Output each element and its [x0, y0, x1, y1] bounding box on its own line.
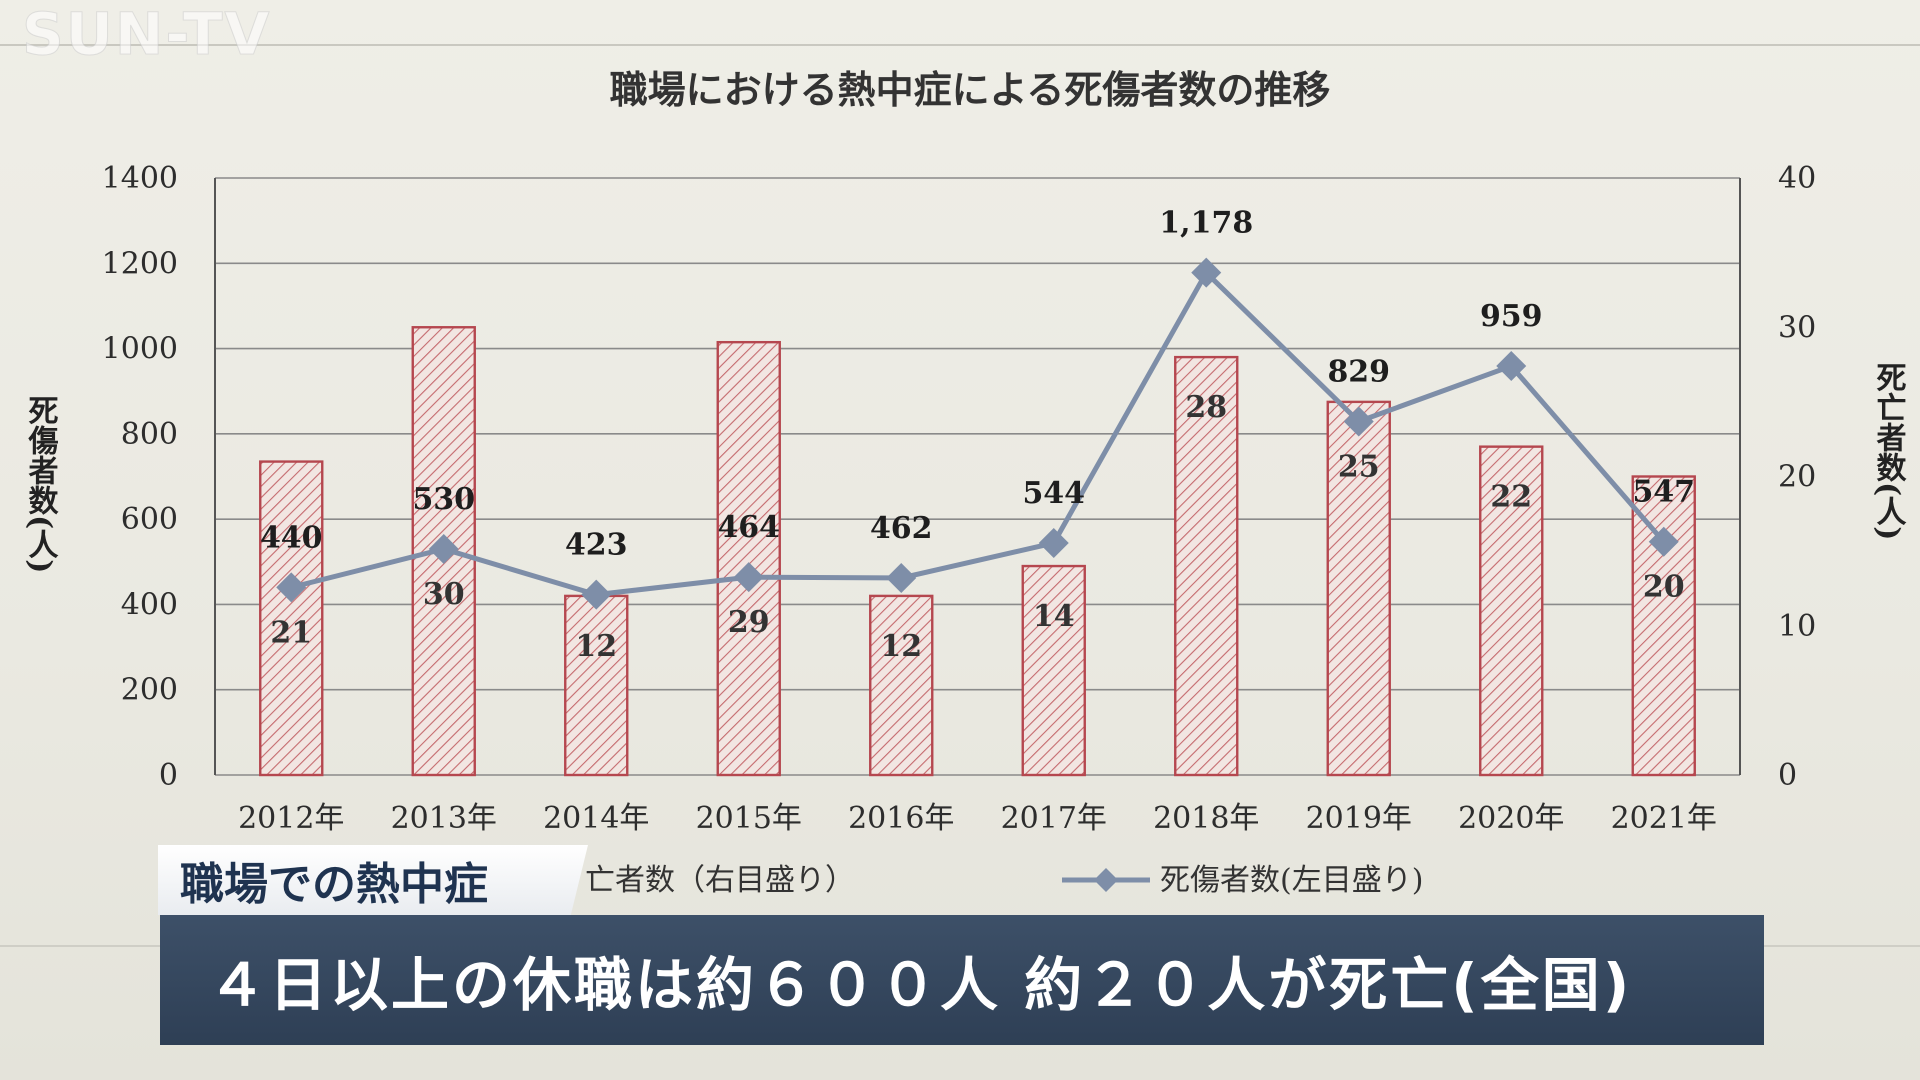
top-rule-line: [0, 44, 1920, 46]
bar-data-label: 14: [1033, 599, 1075, 634]
bar: [1021, 564, 1086, 777]
data-labels: 440 530 423 464 462 544 1,178 829 959 547 21 30 12 29…: [260, 206, 1695, 664]
bar-data-label: 20: [1643, 570, 1685, 605]
bar: [1479, 445, 1544, 777]
axes: 0 200 400 600 800 1000 1200 1400 0 10 20 30 40 死傷者数(人…: [23, 161, 1907, 836]
line-marker: [733, 562, 764, 593]
chart-title: 職場における熱中症による死傷者数の推移: [610, 67, 1331, 112]
bars: [259, 326, 1696, 777]
x-tick-label: 2014年: [543, 801, 649, 836]
bar-data-label: 29: [728, 605, 770, 640]
bar: [716, 340, 781, 777]
line-data-label: 1,178: [1159, 206, 1253, 241]
left-tick-label: 0: [159, 758, 178, 793]
x-tick-label: 2017年: [1001, 801, 1107, 836]
left-tick-label: 400: [121, 587, 178, 622]
right-tick-label: 0: [1778, 758, 1797, 793]
right-tick-label: 10: [1778, 609, 1816, 644]
bar-data-label: 28: [1185, 390, 1227, 425]
right-tick-label: 20: [1778, 460, 1816, 495]
x-tick-label: 2012年: [238, 801, 344, 836]
line-data-label: 829: [1327, 354, 1390, 389]
line-marker: [886, 562, 917, 593]
legend-bar-label: 亡者数（右目盛り）: [585, 863, 855, 898]
x-tick-label: 2016年: [848, 801, 954, 836]
bar: [564, 594, 629, 777]
legend-line-label: 死傷者数(左目盛り): [1160, 863, 1423, 898]
x-tick-label: 2013年: [391, 801, 497, 836]
news-caption: ４日以上の休職は約６００人 約２０人が死亡(全国): [160, 915, 1764, 1045]
line-marker: [276, 572, 307, 603]
x-tick-label: 2021年: [1611, 801, 1717, 836]
x-tick-label: 2015年: [696, 801, 802, 836]
bar: [1326, 400, 1391, 777]
line-path: [290, 268, 1666, 598]
x-tick-label: 2018年: [1153, 801, 1259, 836]
line-data-label: 959: [1480, 299, 1543, 334]
bar-data-label: 21: [270, 615, 312, 650]
x-tick-label: 2019年: [1306, 801, 1412, 836]
bar: [869, 594, 934, 777]
topic-tag: 職場での熱中症: [158, 845, 588, 915]
line-data-label: 423: [565, 528, 628, 563]
bar: [1631, 475, 1696, 777]
left-tick-label: 1400: [102, 161, 178, 196]
bar: [1174, 355, 1239, 777]
line-marker: [581, 579, 612, 610]
bar-data-label: 30: [423, 577, 465, 612]
left-tick-label: 200: [121, 673, 178, 708]
left-axis-title: 死傷者数(人): [23, 395, 60, 573]
bar-data-label: 25: [1338, 449, 1380, 484]
line-data-label: 544: [1022, 476, 1085, 511]
right-tick-label: 30: [1778, 310, 1816, 345]
left-tick-label: 1000: [102, 332, 178, 367]
right-axis-title: 死亡者数(人): [1871, 362, 1907, 540]
line-marker: [1191, 257, 1222, 288]
line-data-label: 530: [412, 482, 475, 517]
bar: [259, 460, 324, 777]
line-marker: [428, 533, 459, 564]
right-tick-label: 40: [1778, 161, 1816, 196]
line-data-label: 462: [870, 511, 933, 546]
line-marker: [1038, 528, 1069, 559]
x-tick-label: 2020年: [1458, 801, 1564, 836]
line-data-label: 440: [260, 520, 323, 555]
legend-line-marker: [1094, 868, 1118, 892]
left-tick-label: 600: [121, 502, 178, 537]
bar-data-label: 12: [575, 629, 617, 664]
line-marker: [1496, 351, 1527, 382]
legend: 亡者数（右目盛り） 死傷者数(左目盛り): [585, 863, 1423, 898]
tv-watermark: SUN-TV: [21, 0, 272, 69]
bar-data-label: 22: [1490, 480, 1532, 515]
line-data-label: 464: [717, 510, 780, 545]
bar-data-label: 12: [880, 629, 922, 664]
line-marker: [1648, 526, 1679, 557]
line-series: [276, 257, 1679, 610]
line-data-label: 547: [1632, 475, 1695, 510]
line-marker: [1343, 406, 1374, 437]
left-tick-label: 1200: [102, 246, 178, 281]
left-tick-label: 800: [121, 417, 178, 452]
